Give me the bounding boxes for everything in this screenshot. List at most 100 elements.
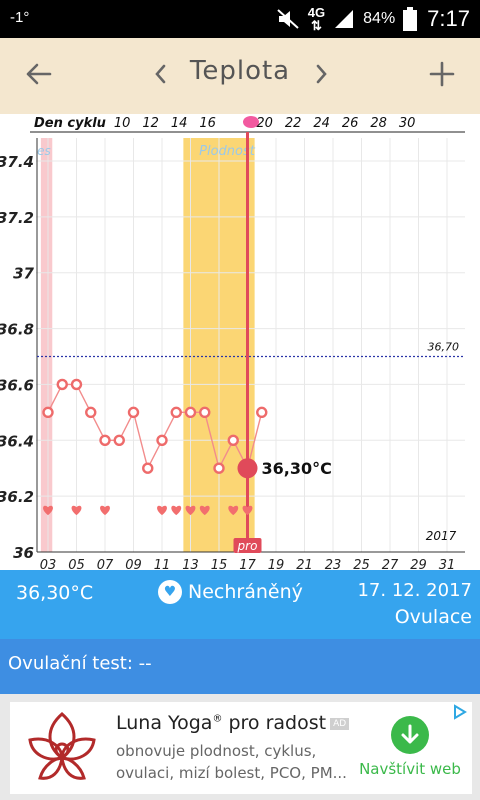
temperature-point[interactable] — [156, 434, 168, 446]
arrow-down-icon — [391, 716, 429, 754]
temperature-point[interactable] — [213, 462, 225, 474]
back-button[interactable] — [14, 52, 62, 96]
intercourse-heart-icon — [100, 505, 110, 516]
intercourse-heart-icon — [71, 505, 82, 516]
top-tick-label: 20 — [256, 116, 273, 131]
selected-temperature-point[interactable] — [237, 458, 258, 479]
intercourse-heart-icon — [157, 505, 167, 516]
period-band — [40, 138, 53, 552]
adchoices-icon[interactable] — [452, 704, 468, 720]
cycle-phase: Ovulace — [394, 606, 472, 628]
ad-title[interactable]: Luna Yoga® pro radost AD — [116, 712, 350, 734]
y-tick-label: 36.4 — [0, 432, 34, 450]
x-tick-label: 25 — [353, 558, 370, 570]
x-tick-label: 15 — [211, 558, 228, 570]
heart-icon: ♥ — [158, 580, 182, 604]
temperature-point[interactable] — [170, 406, 182, 419]
y-tick-label: 36.8 — [0, 321, 34, 339]
temperature-point[interactable] — [42, 406, 54, 419]
selected-day-badge — [233, 538, 262, 553]
clock: 7:17 — [427, 6, 470, 31]
intercourse-heart-icon — [228, 505, 239, 516]
intercourse-heart-icon — [185, 505, 196, 516]
temperature-chart-area[interactable]: Den cyklu 10 12 14 16 20 22 24 26 28 30 03 05 07 09 11 1… — [0, 114, 480, 573]
chevron-right-icon — [316, 64, 327, 84]
temperature-point[interactable] — [256, 406, 268, 419]
page-title: Teplota — [189, 56, 291, 86]
intercourse-heart-icon — [171, 505, 182, 516]
period-band-label: es — [37, 144, 51, 158]
intercourse-heart-icon — [43, 505, 53, 516]
top-tick-label: 16 — [199, 116, 216, 131]
top-tick-label: 14 — [171, 116, 188, 131]
intercourse-heart-icon — [199, 505, 210, 516]
x-tick-label: 31 — [439, 558, 456, 570]
top-tick-label: 22 — [285, 116, 302, 131]
x-tick-label: 07 — [97, 558, 114, 570]
ad-description: obnovuje plodnost, cyklus, ovulaci, mizí… — [116, 742, 347, 782]
x-tick-label: 29 — [410, 558, 427, 570]
add-button[interactable] — [418, 52, 466, 96]
temperature-point[interactable] — [85, 406, 97, 419]
temperature-point[interactable] — [142, 462, 154, 474]
x-tick-label: 05 — [68, 558, 85, 570]
x-tick-label: 13 — [182, 558, 199, 570]
temperature-point[interactable] — [184, 406, 197, 419]
next-button[interactable] — [298, 52, 346, 96]
intercourse-heart-icon — [242, 505, 253, 516]
top-tick-label: 24 — [313, 116, 330, 131]
top-tick-label: 28 — [370, 116, 387, 131]
top-tick-label: 12 — [142, 116, 159, 131]
temperature-point[interactable] — [56, 378, 68, 391]
ad-card[interactable]: Luna Yoga® pro radost AD obnovuje plodnos… — [10, 702, 472, 794]
mute-icon — [277, 9, 299, 29]
network-type: 4G ⇅ — [307, 5, 326, 33]
temperature-point[interactable] — [99, 434, 111, 446]
y-tick-label: 36.6 — [0, 376, 34, 394]
temperature-line — [47, 383, 263, 471]
ovulation-marker-icon — [243, 116, 259, 128]
ovulation-test-label: Ovulační test: -- — [8, 653, 152, 674]
selected-temperature-label: 36,30°C — [262, 459, 332, 478]
signal-icon — [335, 10, 354, 28]
selected-date: 17. 12. 2017 — [357, 580, 472, 601]
x-tick-label: 09 — [125, 558, 142, 570]
temperature-point[interactable] — [70, 378, 83, 391]
temperature-point[interactable] — [227, 434, 239, 446]
battery-percent: 84% — [363, 10, 396, 27]
status-left-text: -1° — [10, 9, 30, 26]
y-tick-label: 37.4 — [0, 153, 34, 171]
day-info-bar[interactable]: 36,30°C ♥ Nechráněný 17. 12. 2017 Ovulac… — [0, 570, 480, 639]
status-bar: -1° 4G ⇅ 84% 7:17 — [0, 0, 480, 38]
temperature-point[interactable] — [127, 406, 140, 419]
arrow-left-icon — [26, 63, 52, 85]
visit-website-button[interactable]: Navštívit web — [358, 716, 462, 778]
temperature-point[interactable] — [199, 406, 211, 419]
top-tick-label: 26 — [342, 116, 359, 131]
app-header: Teplota — [0, 38, 480, 117]
chevron-left-icon — [155, 64, 166, 84]
lotus-logo-icon — [20, 706, 104, 790]
temperature-point[interactable] — [113, 434, 125, 446]
ovulation-test-bar[interactable]: Ovulační test: -- — [0, 639, 480, 694]
fertile-window-label: Plodnost — [199, 144, 256, 159]
x-tick-label: 19 — [268, 558, 285, 570]
visit-website-label: Navštívit web — [359, 760, 461, 778]
y-tick-label: 36 — [13, 544, 34, 562]
protection-status[interactable]: ♥ Nechráněný — [158, 580, 303, 604]
x-tick-label: 27 — [382, 558, 399, 570]
current-temperature: 36,30°C — [16, 582, 94, 604]
previous-button[interactable] — [136, 52, 184, 96]
temperature-chart[interactable]: Den cyklu 10 12 14 16 20 22 24 26 28 30 03 05 07 09 11 1… — [0, 114, 480, 573]
ad-tag: AD — [330, 717, 350, 730]
x-tick-label: 17 — [239, 558, 256, 570]
x-tick-label: 11 — [154, 558, 171, 570]
year-label: 2017 — [426, 529, 457, 543]
top-tick-label: 10 — [114, 116, 131, 131]
top-tick-label: 30 — [399, 116, 416, 131]
ad-banner[interactable]: Luna Yoga® pro radost AD obnovuje plodnos… — [0, 694, 480, 800]
y-tick-label: 37.2 — [0, 209, 34, 227]
x-tick-label: 21 — [296, 558, 313, 570]
selected-day-badge-label: pro — [237, 539, 258, 553]
y-tick-label: 37 — [13, 265, 34, 283]
